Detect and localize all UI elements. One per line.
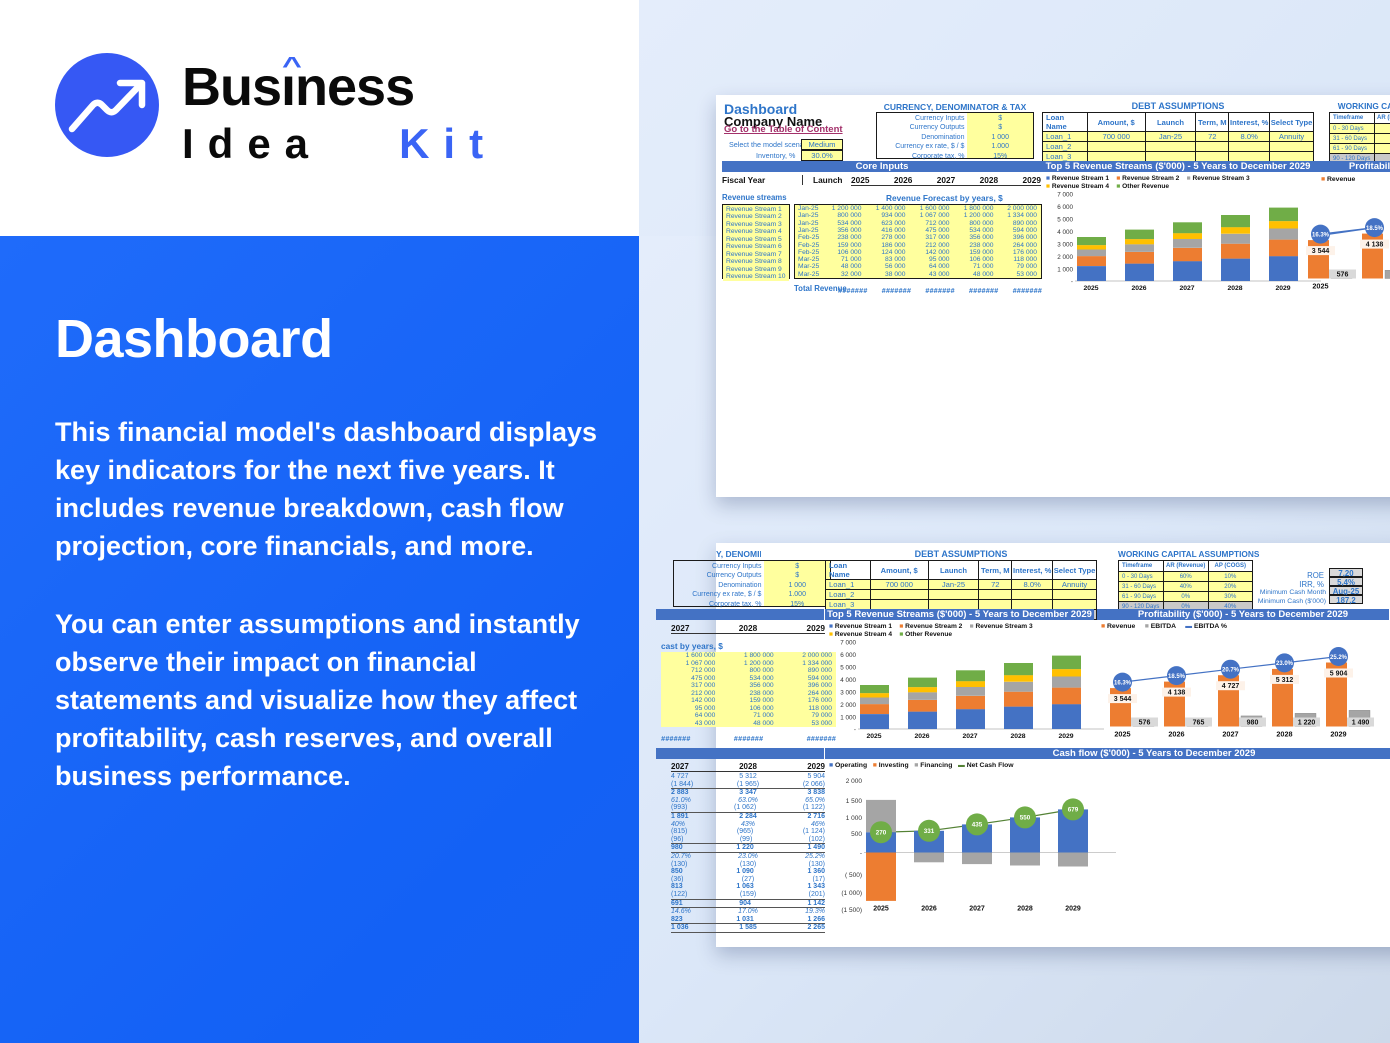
svg-text:435: 435 xyxy=(972,822,983,829)
svg-text:(1 000): (1 000) xyxy=(841,890,862,897)
svg-text:331: 331 xyxy=(924,828,935,835)
svg-text:1 500: 1 500 xyxy=(846,798,863,805)
svg-text:3 544: 3 544 xyxy=(1312,248,1330,255)
svg-text:2027: 2027 xyxy=(969,905,985,912)
svg-text:2026: 2026 xyxy=(921,905,937,912)
svg-text:(1 500): (1 500) xyxy=(841,907,862,914)
svg-text:2025: 2025 xyxy=(873,905,889,912)
svg-text:2025: 2025 xyxy=(1312,282,1328,291)
svg-text:576: 576 xyxy=(1337,272,1349,279)
svg-text:550: 550 xyxy=(1020,815,1031,822)
svg-text:16.3%: 16.3% xyxy=(1312,232,1330,238)
svg-text:679: 679 xyxy=(1068,807,1079,814)
svg-text:1 000: 1 000 xyxy=(846,815,863,822)
svg-text:2028: 2028 xyxy=(1017,905,1033,912)
svg-text:500: 500 xyxy=(851,831,862,838)
svg-text:4 138: 4 138 xyxy=(1366,242,1384,249)
svg-text:2 000: 2 000 xyxy=(846,778,863,785)
svg-text:18.5%: 18.5% xyxy=(1366,226,1384,232)
svg-text:-: - xyxy=(860,850,862,857)
svg-text:2029: 2029 xyxy=(1065,905,1081,912)
svg-text:270: 270 xyxy=(876,830,887,837)
svg-text:( 500): ( 500) xyxy=(845,872,862,879)
